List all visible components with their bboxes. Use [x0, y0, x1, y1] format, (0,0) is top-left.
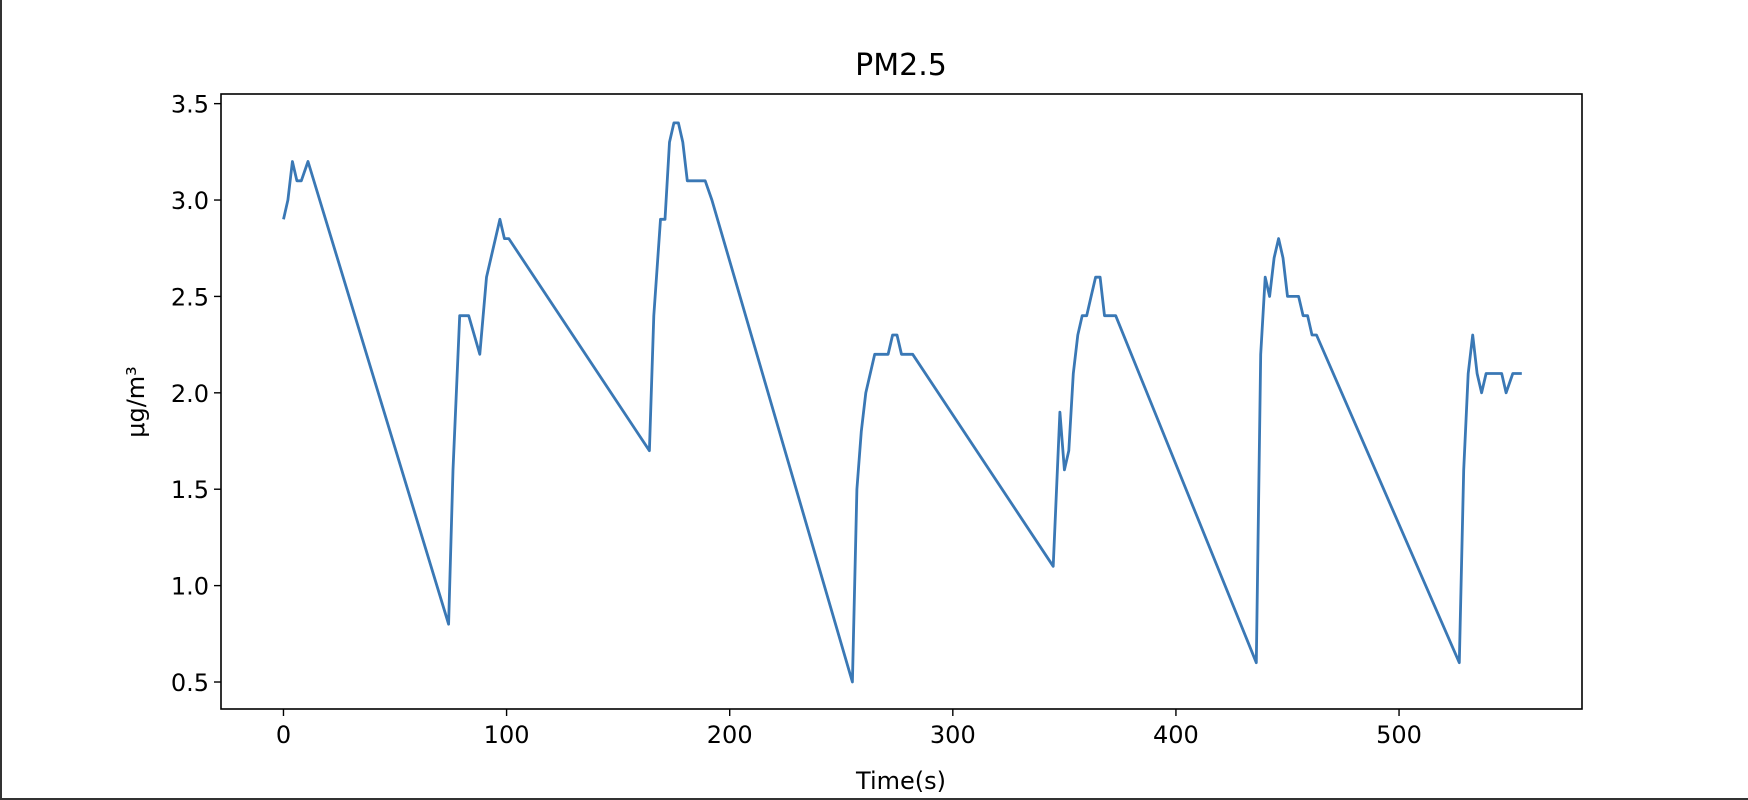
- y-tick-label: 0.5: [171, 669, 209, 697]
- plot-area-border: [220, 93, 1583, 710]
- chart-title: PM2.5: [855, 48, 947, 83]
- y-tick-label: 1.0: [171, 573, 209, 601]
- x-tick-label: 100: [484, 721, 530, 749]
- y-tick-label: 3.0: [171, 187, 209, 215]
- series-line-0: [282, 121, 1522, 684]
- x-tick-label: 300: [930, 721, 976, 749]
- y-axis-label: μg/m³: [122, 366, 150, 438]
- y-tick-label: 3.5: [171, 91, 209, 119]
- y-tick-label: 2.5: [171, 283, 209, 311]
- y-tick-label: 2.0: [171, 380, 209, 408]
- x-tick-label: 500: [1376, 721, 1422, 749]
- x-tick-label: 0: [276, 721, 291, 749]
- x-tick-label: 400: [1153, 721, 1199, 749]
- x-tick-label: 200: [707, 721, 753, 749]
- y-tick-label: 1.5: [171, 476, 209, 504]
- x-axis-label: Time(s): [855, 767, 946, 795]
